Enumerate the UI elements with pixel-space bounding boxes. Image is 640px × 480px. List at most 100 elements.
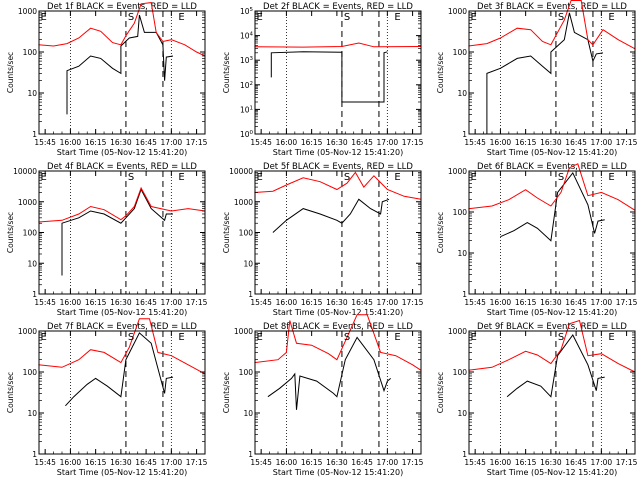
x-tick-label: 17:15 (616, 138, 638, 147)
plot-frame (254, 330, 422, 455)
panel-title: Det 2f BLACK = Events, RED = LLD (263, 2, 413, 12)
y-tick-label: 1000 (448, 327, 467, 336)
x-tick-label: 15:45 (464, 458, 486, 467)
x-tick-label: 16:00 (490, 138, 512, 147)
y-tick-label: 101 (240, 105, 253, 114)
y-tick-label: 10 (27, 259, 37, 268)
y-tick-label: 10 (27, 89, 37, 98)
events-series-line (272, 198, 390, 233)
marker-label: E (394, 332, 400, 343)
y-tick-label: 1000 (18, 327, 37, 336)
x-tick-label: 16:45 (135, 298, 157, 307)
panel-title: Det 7f BLACK = Events, RED = LLD (47, 322, 197, 332)
x-axis-label: Start Time (05-Nov-12 15:41:20) (57, 468, 187, 477)
marker-label: E (608, 12, 614, 23)
y-tick-label: 104 (240, 32, 254, 41)
x-tick-label: 16:45 (565, 298, 587, 307)
marker-label: E (470, 172, 476, 183)
x-tick-label: 16:00 (276, 458, 298, 467)
y-axis-label: Counts/sec (6, 52, 15, 93)
y-axis-label: Counts/sec (6, 372, 15, 413)
x-tick-label: 17:15 (186, 138, 208, 147)
y-tick-label: 10000 (13, 167, 37, 176)
y-tick-label: 10 (457, 409, 467, 418)
y-axis-label: Counts/sec (436, 212, 445, 253)
events-series-line (65, 332, 174, 407)
marker-label: S (128, 172, 134, 183)
x-tick-label: 15:45 (34, 458, 56, 467)
x-tick-label: 16:15 (85, 298, 107, 307)
x-tick-label: 17:00 (377, 458, 399, 467)
x-tick-label: 15:45 (250, 458, 272, 467)
y-tick-label: 102 (240, 81, 253, 90)
y-axis-label: Counts/sec (222, 372, 231, 413)
marker-label: S (558, 12, 564, 23)
marker-label: E (470, 12, 476, 23)
lld-series-line (38, 2, 206, 57)
x-tick-label: 17:00 (591, 298, 613, 307)
x-tick-label: 17:00 (591, 138, 613, 147)
y-axis-label: Counts/sec (222, 212, 231, 253)
x-tick-label: 17:00 (591, 458, 613, 467)
x-tick-label: 16:15 (301, 458, 323, 467)
marker-label: S (558, 332, 564, 343)
x-tick-label: 17:15 (616, 458, 638, 467)
lld-series-line (468, 0, 636, 50)
x-tick-label: 15:45 (34, 138, 56, 147)
x-tick-label: 16:45 (351, 138, 373, 147)
x-tick-label: 16:45 (565, 138, 587, 147)
marker-label: E (256, 12, 262, 23)
lld-series-line (38, 318, 206, 375)
x-tick-label: 16:30 (540, 298, 562, 307)
x-tick-label: 17:15 (186, 298, 208, 307)
plot-frame (254, 170, 422, 295)
x-tick-label: 17:00 (377, 138, 399, 147)
x-tick-label: 15:45 (250, 138, 272, 147)
x-axis-label: Start Time (05-Nov-12 15:41:20) (57, 148, 187, 157)
x-tick-label: 16:45 (135, 138, 157, 147)
y-tick-label: 10 (27, 409, 37, 418)
x-axis-label: Start Time (05-Nov-12 15:41:20) (487, 468, 617, 477)
y-axis-label: Counts/sec (436, 52, 445, 93)
x-tick-label: 16:45 (351, 458, 373, 467)
x-tick-label: 16:30 (110, 138, 132, 147)
y-tick-label: 100 (23, 48, 38, 57)
x-tick-label: 16:00 (276, 298, 298, 307)
marker-label: S (344, 332, 350, 343)
marker-label: E (608, 332, 614, 343)
x-tick-label: 15:45 (464, 298, 486, 307)
x-tick-label: 15:45 (34, 298, 56, 307)
events-series-line (506, 334, 605, 398)
x-tick-label: 16:45 (565, 458, 587, 467)
events-series-line (66, 14, 174, 115)
y-tick-label: 1 (32, 450, 37, 459)
y-tick-label: 10 (243, 259, 253, 268)
x-tick-label: 17:15 (402, 298, 424, 307)
events-series-line (61, 188, 173, 276)
x-tick-label: 17:15 (616, 298, 638, 307)
plot-frame (254, 10, 422, 135)
marker-label: S (344, 172, 350, 183)
y-tick-label: 100 (23, 368, 38, 377)
y-tick-label: 1 (248, 290, 253, 299)
events-series-line (486, 12, 604, 134)
y-tick-label: 1000 (18, 7, 37, 16)
panel-title: Det 4f BLACK = Events, RED = LLD (47, 162, 197, 172)
x-tick-label: 15:45 (250, 298, 272, 307)
marker-label: S (128, 332, 134, 343)
events-series-line (267, 336, 392, 410)
marker-label: E (40, 172, 46, 183)
y-tick-label: 1000 (448, 167, 467, 176)
events-series-line (270, 51, 388, 103)
x-tick-label: 16:15 (515, 138, 537, 147)
y-tick-label: 1000 (234, 198, 253, 207)
y-axis-label: Counts/sec (436, 372, 445, 413)
events-series-line (500, 171, 605, 242)
x-tick-label: 16:30 (326, 458, 348, 467)
